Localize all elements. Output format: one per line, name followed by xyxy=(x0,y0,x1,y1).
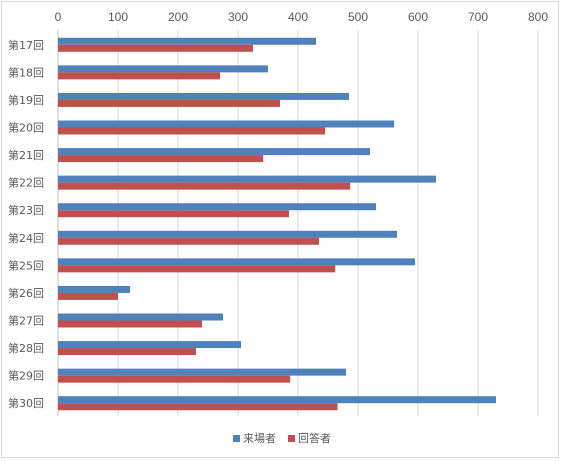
x-tick-label: 600 xyxy=(408,10,428,24)
legend: 来場者 回答者 xyxy=(233,431,331,445)
x-tick-label: 700 xyxy=(468,10,488,24)
bar-visitors xyxy=(58,230,397,238)
category-label: 第25回 xyxy=(8,258,44,272)
bar-visitors xyxy=(58,396,496,404)
x-tick-label: 400 xyxy=(288,10,308,24)
bar-respondents xyxy=(58,375,291,383)
bar-visitors xyxy=(58,92,349,100)
bar-visitors xyxy=(58,203,376,211)
bar-respondents xyxy=(58,72,220,80)
bar-respondents xyxy=(58,99,280,107)
legend-swatch xyxy=(288,435,295,442)
category-label: 第23回 xyxy=(8,203,44,217)
bar-visitors xyxy=(58,341,241,349)
x-tick-label: 800 xyxy=(528,10,548,24)
bar-visitors xyxy=(58,285,130,293)
x-tick-label: 500 xyxy=(348,10,368,24)
bar-respondents xyxy=(58,292,118,300)
bar-visitors xyxy=(58,120,394,128)
category-labels: 第17回第18回第19回第20回第21回第22回第23回第24回第25回第26回… xyxy=(8,38,44,410)
bar-visitors xyxy=(58,65,268,73)
legend-swatch xyxy=(233,435,240,442)
x-tick-label: 300 xyxy=(228,10,248,24)
category-label: 第28回 xyxy=(8,341,44,355)
category-label: 第27回 xyxy=(8,314,44,328)
bar-respondents xyxy=(58,44,253,52)
bar-visitors xyxy=(58,175,436,183)
bar-respondents xyxy=(58,403,338,411)
category-label: 第20回 xyxy=(8,121,44,135)
x-tick-label: 200 xyxy=(168,10,188,24)
category-label: 第24回 xyxy=(8,231,44,245)
x-axis-tick-labels: 0 100 200 300 400 500 600 700 800 xyxy=(55,10,549,24)
category-label: 第21回 xyxy=(8,148,44,162)
legend-label: 回答者 xyxy=(298,431,331,445)
bar-visitors xyxy=(58,313,223,321)
bar-respondents xyxy=(58,320,202,328)
bar-respondents xyxy=(58,182,351,190)
bar-visitors xyxy=(58,148,370,156)
bar-respondents xyxy=(58,348,196,356)
bars xyxy=(58,37,496,411)
bar-respondents xyxy=(58,265,336,273)
category-label: 第19回 xyxy=(8,93,44,107)
bar-visitors xyxy=(58,37,316,45)
x-tick-label: 100 xyxy=(108,10,128,24)
gridlines xyxy=(57,30,539,416)
category-label: 第26回 xyxy=(8,286,44,300)
x-tick-label: 0 xyxy=(55,10,62,24)
bar-respondents xyxy=(58,237,319,245)
category-label: 第18回 xyxy=(8,65,44,79)
legend-label: 来場者 xyxy=(243,432,276,445)
bar-respondents xyxy=(58,155,264,163)
category-label: 第17回 xyxy=(8,38,44,52)
bar-visitors xyxy=(58,258,415,266)
category-label: 第30回 xyxy=(8,396,44,410)
bar-visitors xyxy=(58,368,346,376)
category-label: 第22回 xyxy=(8,176,44,190)
bar-respondents xyxy=(58,127,325,135)
category-label: 第29回 xyxy=(8,369,44,383)
bar-respondents xyxy=(58,210,289,218)
